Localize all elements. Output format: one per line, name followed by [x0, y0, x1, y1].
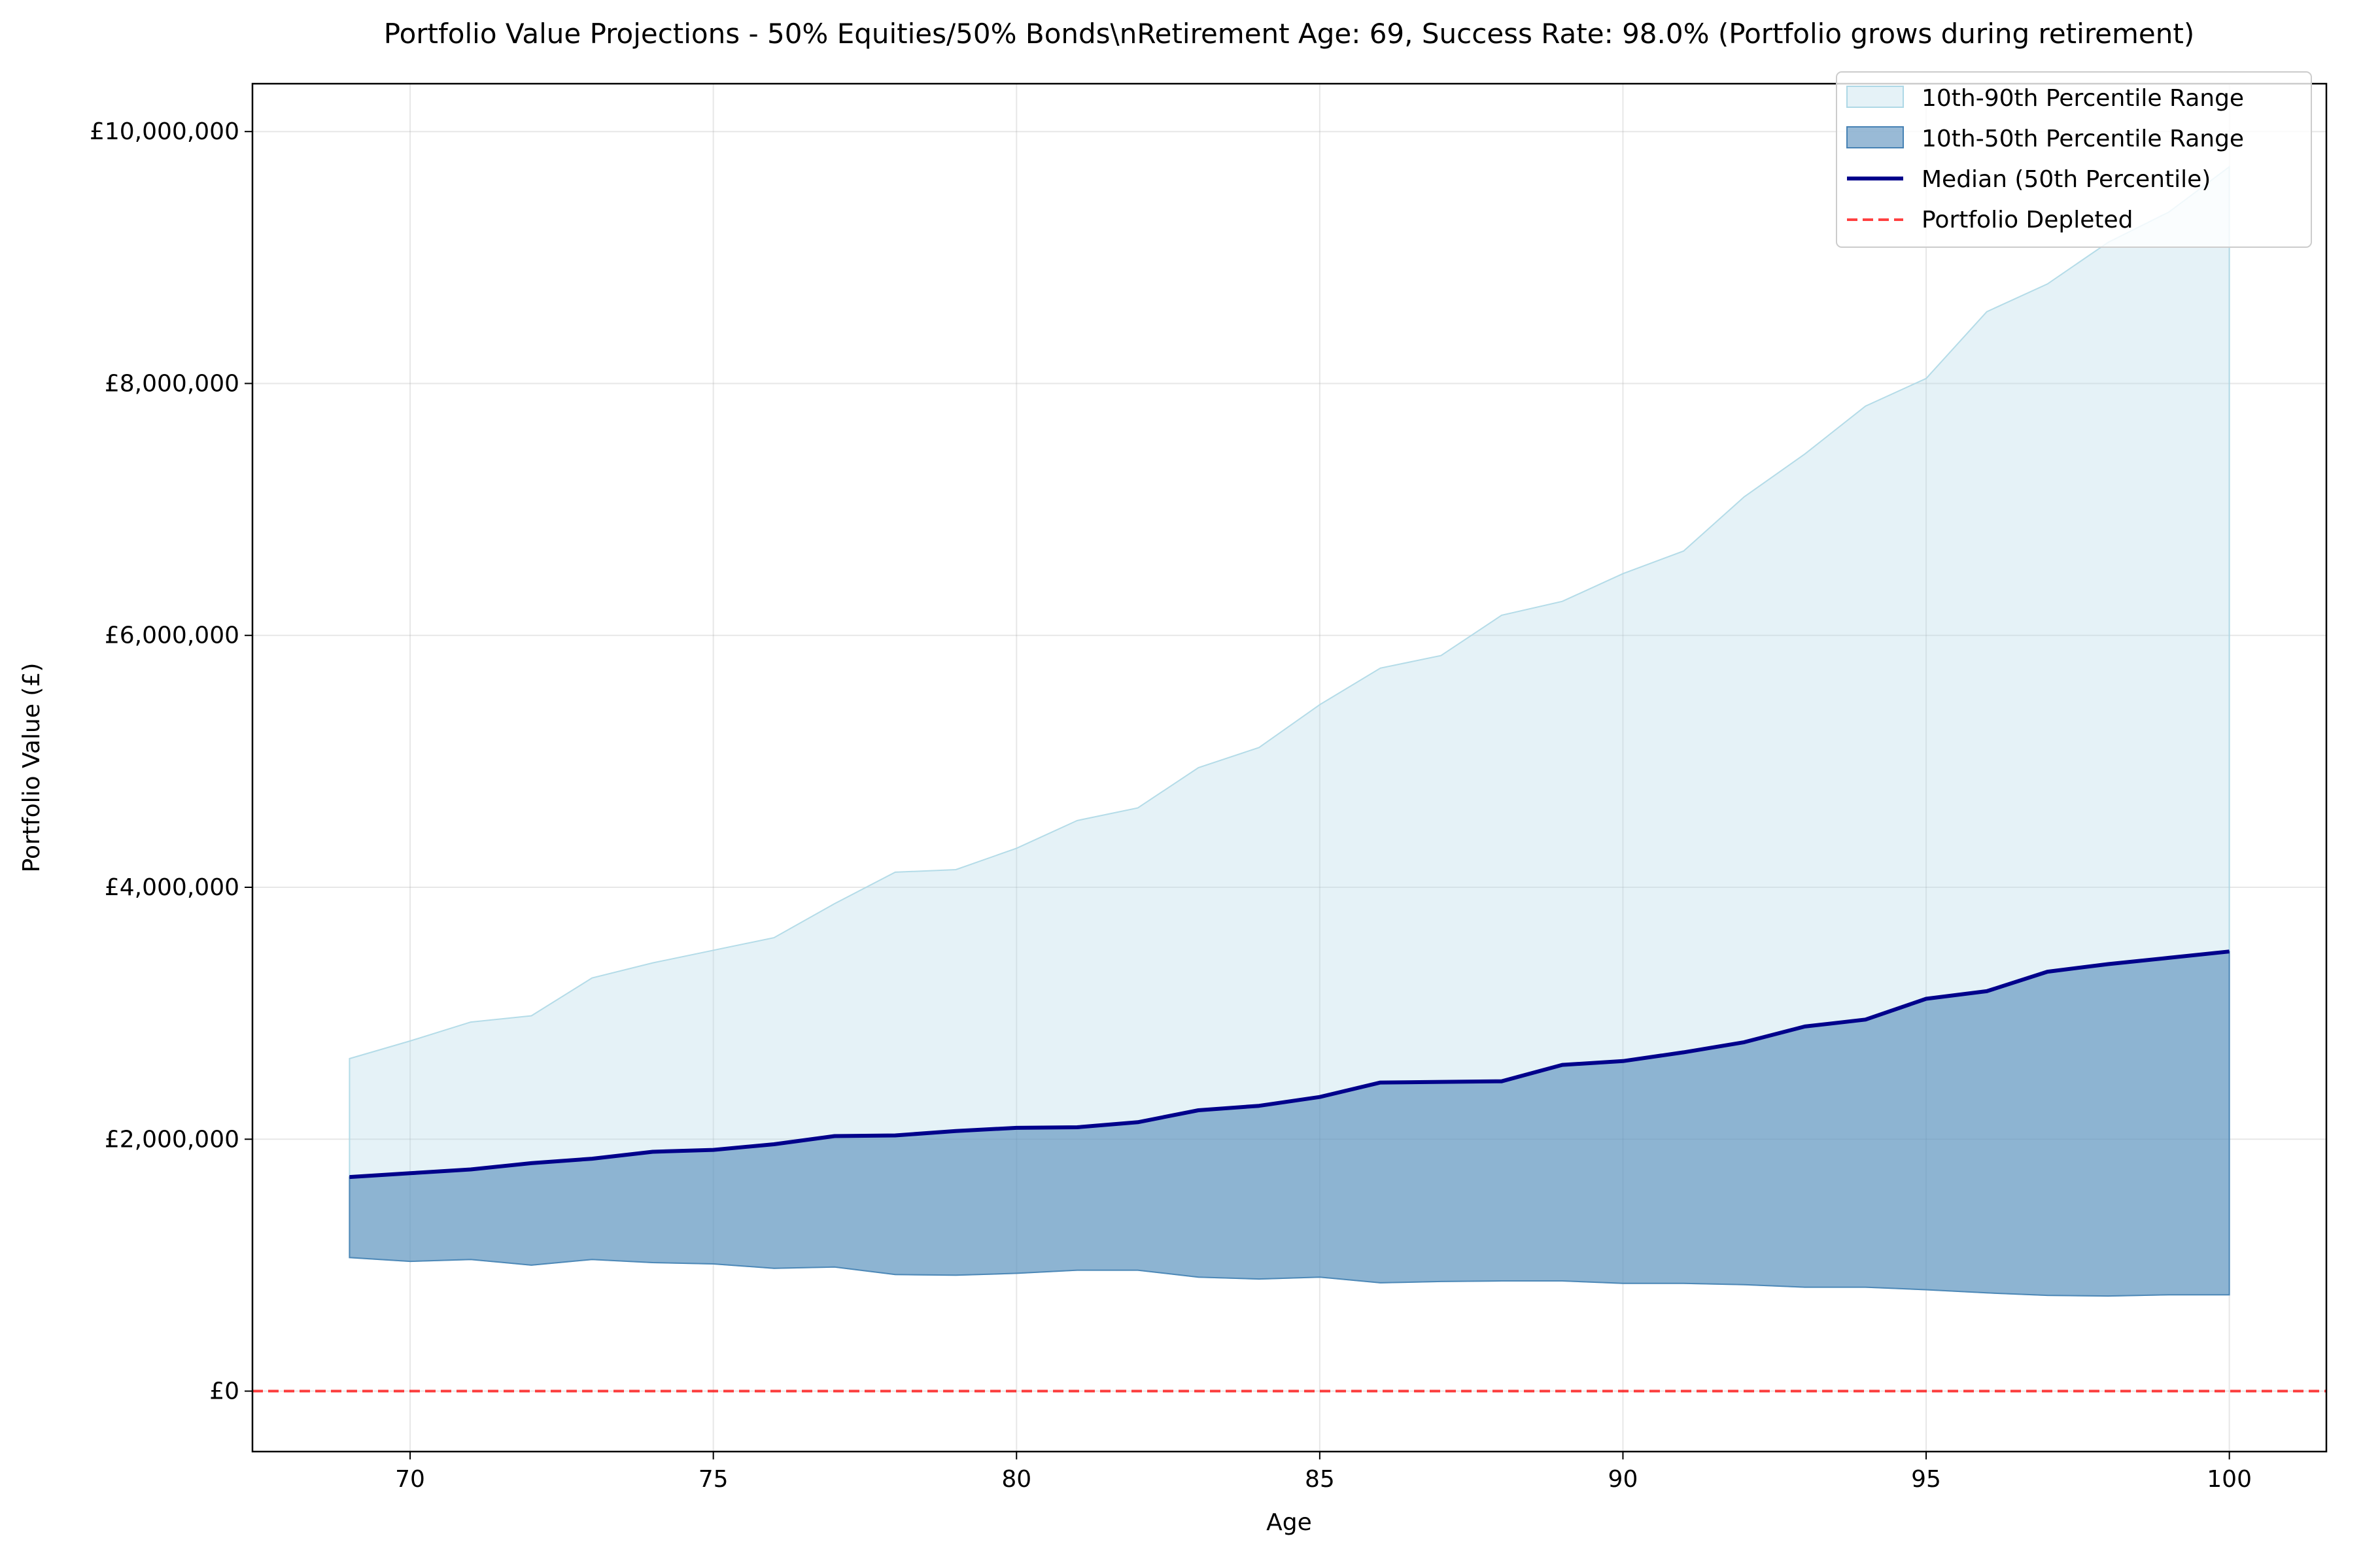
y-tick-label: £6,000,000	[105, 622, 239, 649]
legend-label-median: Median (50th Percentile)	[1922, 166, 2211, 193]
legend-swatch-outer-band	[1846, 86, 1904, 108]
x-tick-label: 75	[698, 1466, 729, 1493]
y-tick-label: £8,000,000	[105, 370, 239, 397]
y-tick-label: £4,000,000	[105, 874, 239, 901]
y-tick-label: £0	[209, 1378, 239, 1405]
legend-frame	[1836, 71, 2312, 248]
legend-swatch-inner-band	[1846, 126, 1904, 148]
x-tick-label: 80	[1001, 1466, 1031, 1493]
x-axis-label: Age	[1266, 1509, 1312, 1536]
x-tick-label: 90	[1608, 1466, 1638, 1493]
legend-label-inner-band: 10th-50th Percentile Range	[1922, 126, 2244, 152]
axis-ticks: 70 75 80 85 90 95 100 £0 £2,000,000 £4,000,000 £6,…	[90, 118, 2252, 1493]
legend: 10th-90th Percentile Range 10th-50th Per…	[1836, 71, 2312, 248]
y-axis-label: Portfolio Value (£)	[18, 663, 45, 873]
x-tick-label: 95	[1911, 1466, 1941, 1493]
legend-label-depleted: Portfolio Depleted	[1922, 207, 2133, 233]
x-tick-label: 70	[395, 1466, 425, 1493]
plot-area	[252, 165, 2326, 1393]
median-line	[349, 949, 2230, 1180]
axes-frame	[251, 82, 2328, 1453]
legend-label-outer-band: 10th-90th Percentile Range	[1922, 85, 2244, 112]
x-tick-label: 85	[1305, 1466, 1335, 1493]
chart-title: Portfolio Value Projections - 50% Equiti…	[384, 18, 2194, 50]
y-tick-label: £10,000,000	[90, 118, 239, 145]
x-tick-label: 100	[2207, 1466, 2252, 1493]
y-tick-label: £2,000,000	[105, 1126, 239, 1153]
